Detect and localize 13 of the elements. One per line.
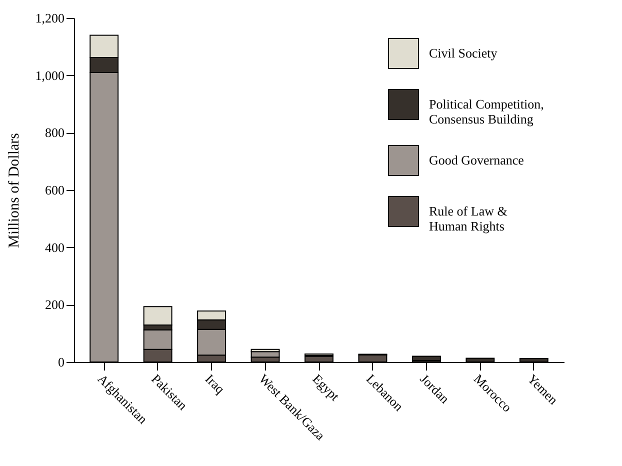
legend-label: Political Competition, Consensus Building xyxy=(429,96,544,126)
x-tick-label: Iraq xyxy=(202,371,228,397)
y-tick-label: 400 xyxy=(45,240,64,255)
y-tick-label: 0 xyxy=(58,354,64,370)
y-tick-label: 800 xyxy=(45,125,64,140)
y-axis-title: Millions of Dollars xyxy=(6,132,22,248)
y-tick-label: 1,200 xyxy=(35,10,64,26)
y-tick-label: 1,000 xyxy=(35,68,64,83)
y-tick-label: 600 xyxy=(45,182,64,198)
legend-label: Good Governance xyxy=(429,152,524,168)
y-tick-label: 200 xyxy=(45,297,64,312)
legend-label: Civil Society xyxy=(429,46,498,60)
legend-label: Rule of Law & Human Rights xyxy=(429,204,508,234)
